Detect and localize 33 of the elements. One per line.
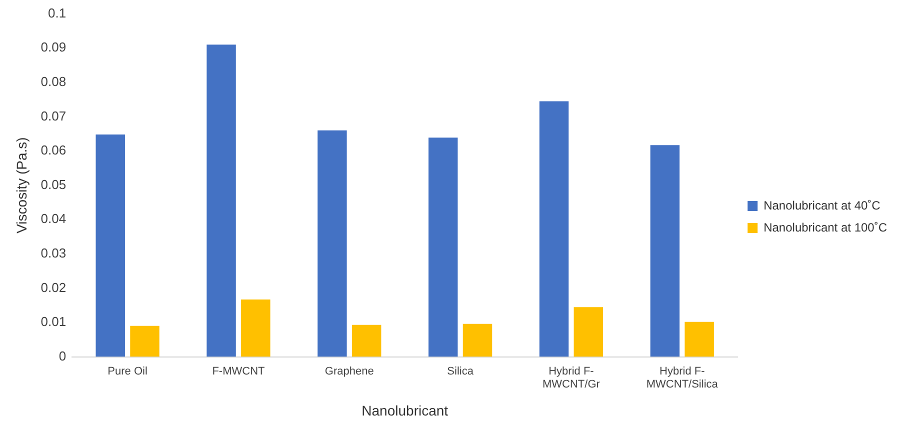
y-tick-label: 0.04 [40, 211, 66, 226]
x-tick-label: F-MWCNT [212, 365, 266, 378]
x-tick-label: Pure Oil [108, 365, 148, 378]
y-axis-title: Viscosity (Pa.s) [13, 137, 30, 234]
y-tick-label: 0.01 [40, 314, 66, 330]
bar [241, 300, 270, 357]
y-tick-label: 0.05 [40, 176, 66, 192]
bar [206, 44, 236, 357]
bar [539, 101, 569, 357]
y-tick-label: 0.06 [40, 142, 66, 158]
x-axis-title: Nanolubricant [362, 402, 448, 418]
bar [428, 138, 458, 357]
x-tick-label: Hybrid F-MWCNT/Gr [542, 365, 600, 391]
x-tick-label: Silica [447, 365, 474, 378]
bar [574, 307, 604, 357]
bar [96, 134, 125, 357]
bar [650, 145, 680, 357]
legend-label: Nanolubricant at 100˚C [764, 220, 888, 234]
legend-label: Nanolubricant at 40˚C [764, 198, 881, 212]
y-tick-label: 0.02 [40, 280, 66, 295]
bar [462, 324, 492, 357]
y-tick-label: 0 [58, 348, 66, 364]
x-tick-label: Hybrid F-MWCNT/Silica [646, 365, 719, 391]
x-tick-label: Graphene [324, 365, 374, 378]
bar [318, 130, 347, 357]
bar [684, 322, 714, 357]
y-tick-label: 0.1 [48, 5, 66, 20]
y-tick-label: 0.08 [40, 74, 66, 89]
y-tick-label: 0.07 [40, 108, 66, 124]
bar [352, 324, 382, 357]
y-tick-label: 0.03 [40, 245, 66, 260]
y-tick-label: 0.09 [40, 40, 66, 55]
bar [130, 326, 160, 357]
